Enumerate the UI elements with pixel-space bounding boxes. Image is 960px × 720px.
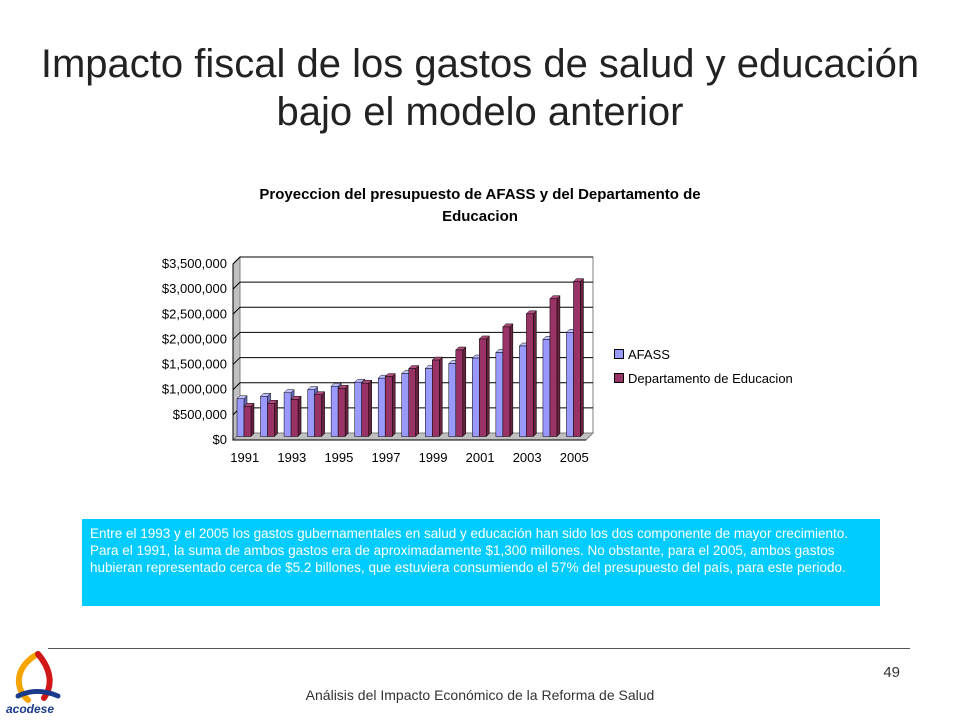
- bar-educacion-1996: [361, 382, 369, 437]
- bar-afass-1996: [354, 381, 362, 437]
- bar-afass-1993: [283, 392, 292, 437]
- y-tick-label: $3,500,000: [162, 256, 227, 271]
- bar-side-1-2003: [533, 310, 537, 438]
- bar-side-1-1991: [250, 402, 255, 438]
- x-tick-label: 2003: [513, 450, 542, 465]
- note-box: Entre el 1993 y el 2005 los gastos guber…: [82, 519, 880, 606]
- bar-educacion-2001: [479, 338, 487, 437]
- bar-side-1-1999: [439, 356, 443, 438]
- acodese-logo: acodese: [4, 650, 68, 718]
- logo-mark-icon: [15, 651, 61, 703]
- bar-educacion-1991: [243, 406, 252, 437]
- bar-afass-1997: [377, 377, 386, 437]
- x-tick-label: 1997: [372, 450, 401, 465]
- bar-educacion-2004: [549, 298, 558, 437]
- x-tick-label: 1993: [277, 450, 306, 465]
- x-tick-label: 2001: [466, 450, 495, 465]
- bar-side-1-2002: [509, 323, 514, 438]
- legend-item-educacion: Departamento de Educacion: [614, 366, 793, 390]
- bar-afass-1991: [236, 398, 245, 437]
- bar-educacion-1992: [267, 403, 275, 437]
- bar-side-1-2005: [580, 278, 584, 438]
- bar-afass-2005: [566, 332, 574, 437]
- y-tick-label: $0: [213, 432, 227, 447]
- bar-afass-2002: [495, 352, 504, 437]
- y-gridline-depth: [232, 382, 241, 391]
- bar-educacion-1999: [432, 359, 440, 437]
- bar-afass-1994: [307, 389, 315, 437]
- bar-afass-2004: [542, 339, 551, 437]
- x-tick-label: 2005: [560, 450, 589, 465]
- footer-text: Análisis del Impacto Económico de la Ref…: [305, 687, 655, 703]
- bar-educacion-2005: [573, 281, 581, 437]
- bar-afass-1999: [425, 368, 433, 437]
- legend-label-afass: AFASS: [628, 346, 670, 362]
- slide-title: Impacto fiscal de los gastos de salud y …: [40, 42, 920, 134]
- bar-side-1-1998: [415, 365, 419, 438]
- bar-educacion-2002: [502, 326, 511, 437]
- bar-educacion-2003: [526, 313, 534, 437]
- y-tick-label: $2,500,000: [162, 306, 227, 321]
- bar-side-1-1997: [391, 373, 396, 438]
- bar-afass-2000: [448, 363, 457, 437]
- y-gridline-depth: [232, 281, 241, 290]
- bar-side-1-1993: [297, 395, 302, 438]
- y-tick-label: $1,500,000: [162, 357, 227, 372]
- page-number: 49: [883, 664, 900, 681]
- chart-legend: AFASS Departamento de Educacion: [614, 342, 793, 390]
- bar-afass-1992: [260, 396, 268, 437]
- y-gridline-depth: [232, 256, 241, 265]
- bar-educacion-1997: [384, 376, 393, 437]
- bar-side-1-2004: [556, 295, 561, 438]
- bar-side-1-1995: [344, 384, 349, 438]
- bar-educacion-1993: [290, 399, 299, 437]
- bar-educacion-1995: [337, 387, 346, 437]
- bar-afass-1995: [330, 385, 339, 437]
- legend-label-educacion: Departamento de Educacion: [628, 370, 793, 386]
- bar-afass-2003: [519, 345, 527, 437]
- bar-afass-1998: [401, 373, 409, 437]
- bar-side-1-2001: [486, 335, 490, 438]
- legend-item-afass: AFASS: [614, 342, 793, 366]
- bar-side-1-1994: [321, 391, 325, 438]
- y-tick-label: $500,000: [173, 407, 227, 422]
- y-tick-label: $3,000,000: [162, 281, 227, 296]
- y-tick-label: $2,000,000: [162, 331, 227, 346]
- footer-divider: [48, 648, 910, 649]
- bar-side-1-2000: [462, 346, 467, 438]
- legend-swatch-educacion: [614, 373, 624, 383]
- y-gridline-depth: [232, 357, 241, 365]
- y-gridline-depth: [232, 306, 241, 315]
- x-tick-label: 1995: [324, 450, 353, 465]
- logo-text: acodese: [6, 702, 55, 716]
- bar-educacion-2000: [455, 349, 464, 437]
- bar-afass-2001: [472, 357, 480, 437]
- chart-title: Proyeccion del presupuesto de AFASS y de…: [259, 186, 701, 225]
- legend-swatch-afass: [614, 349, 624, 359]
- y-gridline-depth: [232, 332, 241, 340]
- y-tick-label: $1,000,000: [162, 382, 227, 397]
- bar-educacion-1994: [314, 394, 322, 437]
- x-tick-label: 1999: [419, 450, 448, 465]
- x-tick-label: 1991: [230, 450, 259, 465]
- bar-side-1-1996: [368, 379, 372, 438]
- bar-side-1-1992: [274, 399, 278, 438]
- bar-educacion-1998: [408, 368, 416, 437]
